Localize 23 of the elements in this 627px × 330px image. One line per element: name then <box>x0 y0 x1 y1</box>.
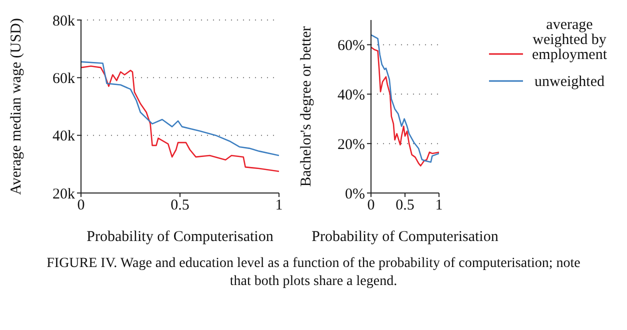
line-series <box>80 61 278 156</box>
x-tick-label: 1 <box>434 198 442 214</box>
y-tick-label: 60k <box>52 70 75 87</box>
y-tick-label: 0% <box>344 186 364 202</box>
x-tick-label: 0 <box>366 198 374 214</box>
x-tick-label: 0 <box>76 198 84 214</box>
x-tick-label: 0.5 <box>170 198 189 214</box>
y-tick-label: 60% <box>337 38 364 54</box>
y-axis-title: Average median wage (USD) <box>8 18 24 195</box>
y-tick-label: 20% <box>337 136 364 153</box>
legend-label: unweighted <box>534 74 606 90</box>
y-tick-label: 40% <box>337 87 364 104</box>
y-tick-label: 80k <box>52 13 75 30</box>
x-tick-label: 1 <box>274 198 282 214</box>
text: average weighted by employment <box>531 17 608 63</box>
x-axis-title: Probability of Computerisation <box>86 229 274 245</box>
y-tick-label: 20k <box>52 186 75 202</box>
y-tick-label: 40k <box>52 128 75 145</box>
y-axis-title: Bachelor's degree or better <box>298 26 314 187</box>
line-series <box>80 65 278 172</box>
text: FIGURE IV. Wage and education level as a function of the probability of computerisation; note that both plots share a legend. <box>46 255 582 291</box>
x-tick-label: 0.5 <box>395 198 414 214</box>
x-axis-title: Probability of Computerisation <box>311 229 498 245</box>
